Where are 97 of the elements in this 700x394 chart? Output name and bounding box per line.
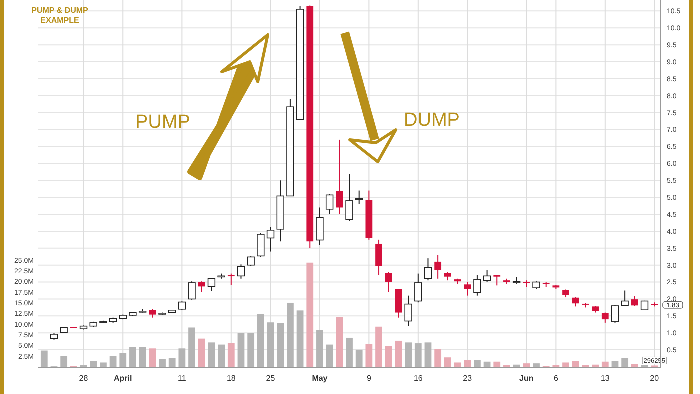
x-tick-label: 18 — [226, 374, 236, 383]
bar — [277, 323, 284, 367]
x-tick-label: 25 — [266, 374, 276, 383]
bar — [612, 361, 619, 367]
candlestick — [572, 297, 580, 308]
x-tick-label: 6 — [554, 374, 559, 383]
bar — [444, 358, 452, 367]
x-tick-label: 20 — [650, 374, 660, 383]
bar — [130, 347, 136, 367]
x-tick-label: 13 — [600, 374, 610, 383]
candlestick — [237, 264, 246, 280]
candlestick — [434, 254, 442, 280]
bar — [326, 344, 334, 367]
x-tick-label: 28 — [79, 374, 89, 383]
bar — [356, 350, 363, 367]
bar — [218, 344, 225, 367]
candlestick — [621, 290, 629, 307]
candlestick — [247, 256, 255, 267]
candlestick — [376, 239, 382, 276]
x-tick-label: Jun — [520, 374, 534, 383]
bar — [572, 361, 580, 367]
bar — [120, 353, 127, 367]
candlestick — [631, 296, 638, 307]
bar — [494, 362, 501, 367]
bar — [257, 314, 264, 367]
bar — [562, 362, 570, 367]
candlestick — [257, 232, 265, 258]
bar — [110, 356, 117, 367]
x-tick-label: 9 — [366, 374, 372, 383]
bar — [434, 350, 442, 367]
bar — [631, 364, 638, 367]
candlestick — [395, 288, 402, 318]
bar — [523, 364, 530, 367]
candlestick — [385, 272, 392, 293]
x-tick-label: May — [312, 374, 328, 383]
bar — [208, 342, 216, 367]
candlestick — [424, 258, 432, 282]
bar — [178, 348, 186, 367]
bar — [385, 346, 392, 367]
candlestick — [198, 281, 206, 293]
candlestick — [404, 295, 412, 327]
bar — [248, 333, 255, 367]
annotation: PUMP — [136, 112, 190, 133]
bar — [376, 326, 382, 367]
candlestick — [483, 270, 492, 283]
bar — [168, 358, 176, 367]
bar — [454, 362, 462, 367]
candlestick — [611, 304, 620, 324]
bar — [228, 343, 235, 367]
candlestick — [326, 194, 334, 216]
bar — [366, 344, 373, 367]
bar — [90, 361, 98, 367]
bar — [316, 330, 324, 367]
bar — [159, 359, 166, 367]
bar — [464, 360, 472, 367]
bar — [533, 364, 540, 367]
bar — [149, 348, 156, 367]
bar — [424, 342, 432, 367]
annotation: DUMP — [404, 110, 460, 131]
bar — [306, 262, 314, 367]
bar — [346, 338, 353, 367]
bar — [296, 310, 304, 367]
candlestick — [336, 139, 344, 216]
x-tick-label: 16 — [414, 374, 424, 383]
candlestick — [208, 278, 216, 292]
candlestick — [602, 312, 609, 324]
bar — [188, 328, 196, 367]
bar — [40, 350, 48, 367]
bar — [139, 347, 146, 367]
bar — [238, 333, 245, 367]
candlestick — [228, 273, 235, 286]
candlestick — [188, 281, 196, 300]
bar — [602, 362, 609, 367]
bar — [287, 302, 294, 367]
x-tick-label: 11 — [178, 374, 187, 383]
bar — [336, 317, 344, 367]
bar — [484, 362, 491, 367]
bar — [100, 362, 107, 367]
bar — [414, 344, 422, 367]
x-tick-label: April — [114, 374, 132, 383]
bar — [395, 340, 402, 367]
text: PUMP & DUMP EXAMPLE — [32, 6, 90, 25]
bar — [622, 358, 629, 367]
bar — [474, 360, 481, 367]
bar — [60, 356, 68, 367]
bar — [267, 322, 274, 367]
candlestick — [316, 207, 324, 246]
x-tick-label: 23 — [463, 374, 473, 383]
bar — [405, 342, 412, 367]
candlestick — [474, 275, 482, 296]
candlestick — [355, 190, 364, 205]
candlestick — [266, 226, 275, 252]
candlestick — [346, 174, 354, 222]
candlestick — [414, 273, 422, 304]
candlestick — [464, 282, 472, 296]
candlestick — [494, 275, 501, 286]
bar — [198, 338, 206, 367]
